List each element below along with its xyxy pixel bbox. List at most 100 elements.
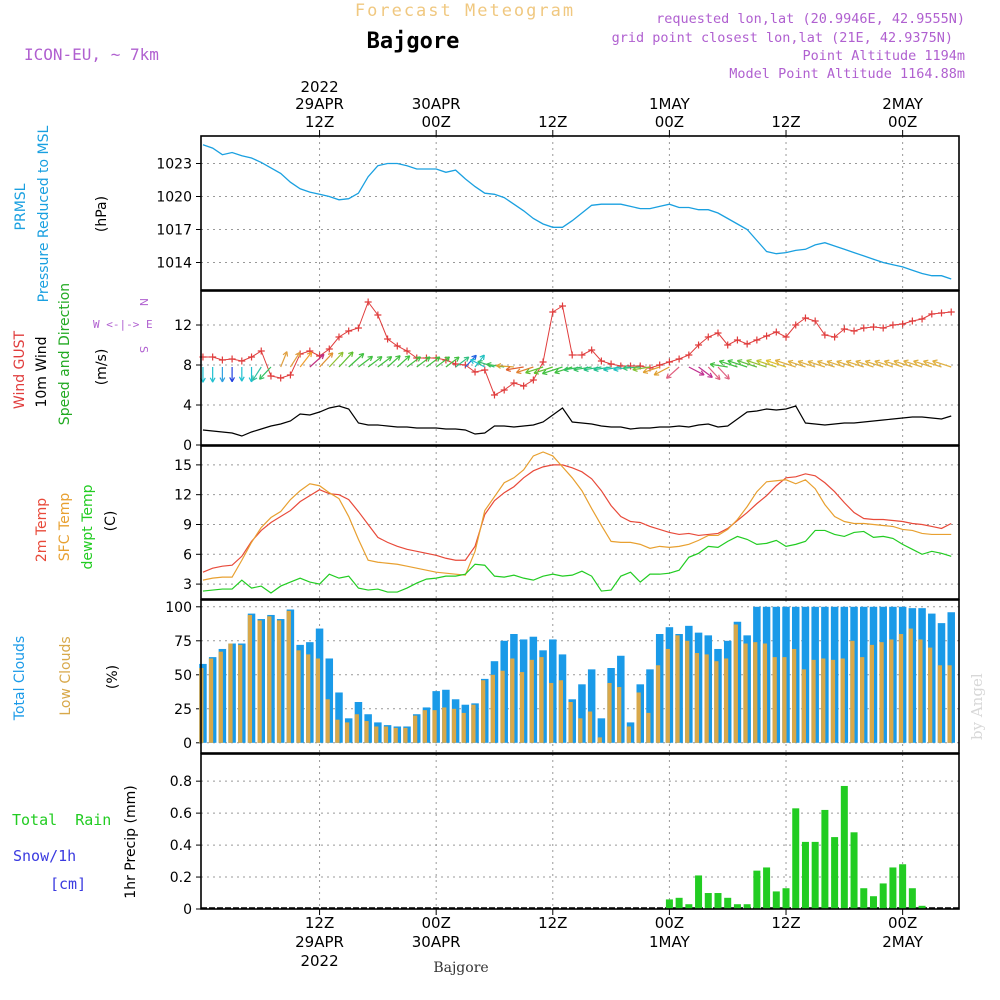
low-cloud-bar <box>801 669 806 743</box>
low-cloud-bar <box>519 672 525 743</box>
wind-direction-arrowhead <box>903 359 909 366</box>
low-cloud-bar <box>451 708 457 743</box>
wind-direction-arrowhead <box>765 358 772 365</box>
low-cloud-bar <box>898 634 904 743</box>
gust-marker <box>831 333 839 341</box>
top-time-label: 12Z <box>771 113 800 131</box>
pressure-msl-label: Pressure Reduced to MSL <box>36 125 52 302</box>
wind-direction-arrow <box>836 360 855 368</box>
gust-marker <box>869 323 877 331</box>
low-cloud-bar <box>723 658 729 743</box>
low-cloud-bar <box>558 680 564 743</box>
gust-marker <box>733 336 741 344</box>
gust-marker <box>889 321 897 329</box>
gust-marker <box>908 317 916 325</box>
rain-bar <box>899 864 907 909</box>
wind-direction-arrowhead <box>338 351 344 358</box>
gust-marker <box>218 356 226 364</box>
gust-marker <box>257 347 265 355</box>
wind-direction-arrow <box>797 360 816 368</box>
wind-direction-arrow <box>666 366 680 379</box>
wind-direction-arrowhead <box>653 370 660 376</box>
precip-ytick-label: 0.2 <box>170 870 192 886</box>
rain-bar <box>831 837 839 909</box>
snow-label: Snow/1h <box>13 847 76 865</box>
wind-labels: Wind GUST 10m Wind Speed and Direction (… <box>12 283 153 425</box>
chart-subtitle: Forecast Meteogram <box>355 1 575 21</box>
wind-direction-arrow <box>406 356 421 368</box>
wind-direction-arrow <box>707 366 721 380</box>
grid-point-coords: grid point closest lon,lat (21E, 42.9375… <box>612 30 953 46</box>
wind-direction-arrowhead <box>642 368 649 374</box>
low-cloud-bar <box>821 658 826 743</box>
footer-location: Bajgore <box>433 960 488 976</box>
pressure-labels: PRMSL Pressure Reduced to MSL (hPa) <box>13 125 110 302</box>
low-cloud-bar <box>879 642 884 743</box>
bottom-time-label: 2022 <box>300 952 338 970</box>
gust-marker <box>481 366 489 374</box>
rain-bar <box>918 905 926 909</box>
wind-direction-arrowhead <box>724 374 730 380</box>
rain-bar <box>665 899 673 909</box>
precip-unit-label: 1hr Precip (mm) <box>123 785 139 898</box>
rain-bar <box>733 904 741 909</box>
wind-direction-arrowhead <box>573 366 579 373</box>
low-cloud-bar <box>568 702 573 743</box>
total-clouds-label: Total Clouds <box>12 636 28 721</box>
wind-direction-arrowhead <box>425 356 431 362</box>
wind-direction-arrowhead <box>807 359 814 366</box>
wind-direction-arrowhead <box>707 372 713 379</box>
total-cloud-bar <box>578 684 586 743</box>
gust-marker <box>248 353 256 361</box>
wind-direction-arrow <box>632 366 651 371</box>
wind-direction-arrow <box>542 366 563 375</box>
temperature-ytick-label: 15 <box>174 458 192 474</box>
low-clouds-label: Low Clouds <box>58 636 74 715</box>
gust-marker <box>695 341 703 349</box>
wind-direction-arrowhead <box>913 359 919 366</box>
pressure-panel: 1014 1017 1020 1023 <box>156 136 959 290</box>
wind-direction-arrowhead <box>444 356 451 362</box>
wind-direction-arrow <box>506 366 524 371</box>
wind-direction-arrowhead <box>533 369 540 375</box>
wind-direction-arrowhead <box>774 358 781 365</box>
wind-direction-arrowhead <box>318 353 325 360</box>
gust-marker <box>286 371 294 379</box>
low-cloud-bar <box>481 680 486 743</box>
wind-direction-arrowhead <box>516 368 522 375</box>
wind-direction-arrow <box>496 365 514 368</box>
rain-bar <box>714 893 722 909</box>
low-cloud-bar <box>850 640 855 743</box>
clouds-frame <box>200 599 960 754</box>
wind-direction-arrow <box>923 360 942 368</box>
point-altitude: Point Altitude 1194m <box>802 48 965 64</box>
low-cloud-bar <box>529 659 534 743</box>
gust-marker <box>384 335 392 343</box>
bottom-time-label: 2MAY <box>882 933 924 951</box>
pressure-ytick-label: 1017 <box>156 223 192 239</box>
wind-direction-arrow <box>717 366 730 380</box>
wind-direction-arrow <box>309 353 325 368</box>
wind-direction-arrow <box>737 360 758 368</box>
wind-direction-arrowhead <box>505 366 512 373</box>
gust-marker <box>539 358 547 366</box>
wind-direction-arrow <box>377 356 393 368</box>
top-time-label: 2MAY <box>882 95 924 113</box>
wind-direction-arrowhead <box>715 374 721 381</box>
low-cloud-bar <box>228 643 233 743</box>
wind-direction-arrow <box>416 356 431 368</box>
rain-bar <box>879 883 887 909</box>
wind-direction-arrowhead <box>434 356 441 362</box>
wind-direction-arrowhead <box>395 355 401 361</box>
wind-direction-arrowhead <box>463 356 470 362</box>
low-cloud-bar <box>714 661 719 743</box>
wind-direction-arrowhead <box>376 355 383 362</box>
low-cloud-bar <box>685 640 690 743</box>
low-cloud-bar <box>840 658 845 743</box>
gust-marker <box>743 340 751 348</box>
low-cloud-bar <box>393 727 398 743</box>
wind-direction-arrowhead <box>893 359 899 366</box>
gust-line <box>202 300 952 396</box>
gust-marker <box>753 336 761 344</box>
wind-direction-arrowhead <box>756 359 762 365</box>
